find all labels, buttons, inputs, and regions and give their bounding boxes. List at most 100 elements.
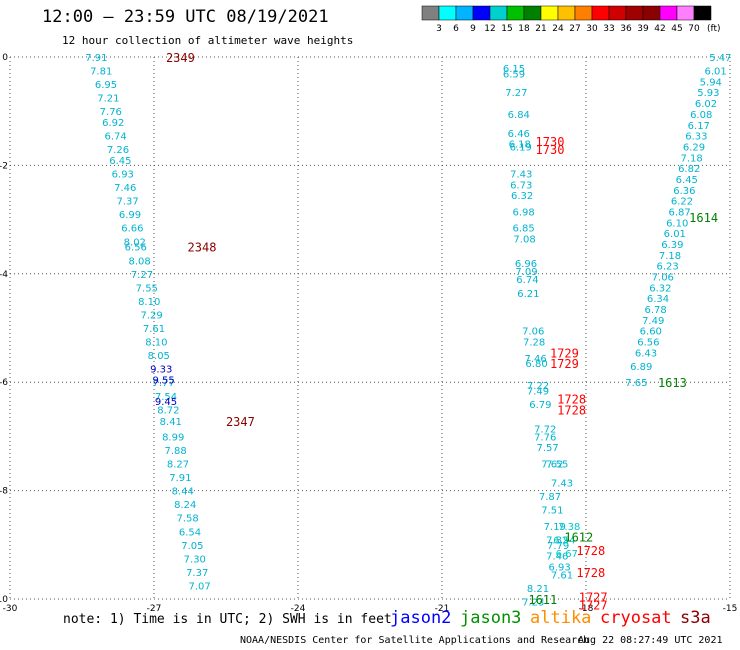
wave-height-value: 7.79 — [547, 541, 569, 552]
wave-height-value: 6.67 — [556, 549, 578, 560]
colorbar-unit: (ft) — [707, 24, 721, 34]
wave-height-value: 8.05 — [148, 351, 170, 362]
colorbar-swatch — [608, 5, 627, 21]
wave-height-value: 8.27 — [167, 460, 189, 471]
wave-height-value: 7.22 — [527, 381, 549, 392]
wave-height-value: 7.49 — [642, 316, 664, 327]
wave-height-value: 7.49 — [527, 386, 549, 397]
wave-height-value: 7.81 — [90, 67, 112, 78]
wave-height-value: 7.43 — [510, 170, 532, 181]
wave-height-value: 8.10 — [138, 297, 160, 308]
wave-height-value: 6.56 — [125, 243, 147, 254]
pass-time-label: 1612 — [564, 531, 593, 545]
pass-time-label: 2347 — [226, 415, 255, 429]
wave-height-value: 6.89 — [630, 362, 652, 373]
wave-height-value: 7.26 — [107, 145, 129, 156]
pass-time-label: 1727 — [579, 598, 608, 612]
colorbar-swatch — [421, 5, 440, 21]
colorbar-label: 45 — [671, 24, 682, 34]
wave-height-value: 6.82 — [678, 164, 700, 175]
wave-height-value: 6.54 — [179, 527, 201, 538]
pass-time-label: 1614 — [689, 211, 718, 225]
wave-height-value: 6.08 — [690, 110, 712, 121]
credit-text: NOAA/NESDIS Center for Satellite Applica… — [240, 635, 590, 646]
wave-height-value: 6.93 — [548, 562, 570, 573]
colorbar-label: 33 — [603, 24, 614, 34]
wave-height-value: 7.21 — [97, 94, 119, 105]
x-tick-label: -21 — [435, 604, 450, 614]
wave-height-value: 7.77 — [152, 378, 174, 389]
colorbar-swatch — [455, 5, 474, 21]
wave-height-value: 8.21 — [527, 584, 549, 595]
pass-time-label: 1728 — [576, 566, 605, 580]
wave-height-value: 7.07 — [188, 581, 210, 592]
wave-height-value: 7.65 — [625, 378, 647, 389]
wave-height-value: 7.82 — [546, 535, 568, 546]
wave-height-value: 7.23 — [522, 598, 544, 609]
wave-height-value: 7.19 — [544, 522, 566, 533]
wave-height-value: 9.55 — [152, 375, 174, 386]
wave-height-value: 6.45 — [109, 156, 131, 167]
wave-height-value: 6.19 — [510, 142, 532, 153]
wave-height-value: 6.32 — [511, 191, 533, 202]
wave-height-value: 6.98 — [512, 207, 534, 218]
wave-height-value: 7.55 — [136, 283, 158, 294]
pass-time-label: 1727 — [579, 590, 608, 604]
colorbar-label: 9 — [470, 24, 476, 34]
wave-height-value: 6.54 — [553, 535, 575, 546]
page-title: 12:00 – 23:59 UTC 08/19/2021 — [42, 7, 329, 27]
wave-height-value: 7.46 — [546, 552, 568, 563]
wave-height-value: 7.51 — [541, 506, 563, 517]
colorbar-swatch — [693, 5, 712, 21]
wave-height-value: 6.66 — [121, 224, 143, 235]
colorbar-label: 42 — [654, 24, 665, 34]
wave-height-value: 6.17 — [688, 121, 710, 132]
wave-height-value: 5.93 — [697, 88, 719, 99]
wave-height-value: 7.43 — [551, 478, 573, 489]
wave-height-value: 8.41 — [160, 417, 182, 428]
wave-height-value: 7.08 — [513, 235, 535, 246]
wave-height-value: 6.60 — [640, 327, 662, 338]
wave-height-value: 6.21 — [517, 289, 539, 300]
wave-height-value: 7.06 — [652, 273, 674, 284]
wave-height-value: 6.43 — [635, 348, 657, 359]
x-tick-label: -27 — [147, 604, 162, 614]
wave-height-value: 7.72 — [534, 424, 556, 435]
wave-height-value: 5.94 — [700, 77, 722, 88]
colorbar-label: 30 — [586, 24, 598, 34]
colorbar-swatch — [540, 5, 559, 21]
pass-time-label: 2348 — [188, 241, 217, 255]
colorbar-swatch — [625, 5, 644, 21]
colorbar-label: 12 — [484, 24, 495, 34]
colorbar-swatch — [659, 5, 678, 21]
wave-height-value: 7.91 — [169, 473, 191, 484]
wave-height-value: 9.33 — [150, 365, 172, 376]
timestamp-text: Aug 22 08:27:49 UTC 2021 — [578, 635, 723, 646]
x-tick-label: -30 — [3, 604, 18, 614]
satellite-cryosat: cryosat — [600, 608, 672, 628]
wave-height-value: 7.88 — [164, 446, 186, 457]
footer-note: note: 1) Time is in UTC; 2) SWH is in fe… — [63, 612, 392, 627]
pass-time-label: 1728 — [576, 544, 605, 558]
colorbar-swatch — [506, 5, 525, 21]
wave-height-value: 8.44 — [172, 487, 194, 498]
wave-height-value: 6.74 — [516, 275, 538, 286]
x-tick-label: -18 — [579, 604, 594, 614]
y-tick-label: -10 — [0, 595, 8, 605]
wave-height-value: 8.02 — [124, 237, 146, 248]
wave-height-value: 6.85 — [512, 224, 534, 235]
wave-height-value: 6.79 — [529, 400, 551, 411]
y-tick-label: -2 — [0, 161, 8, 171]
wave-height-value: 6.45 — [676, 175, 698, 186]
wave-height-value: 7.58 — [176, 514, 198, 525]
wave-height-value: 7.09 — [515, 267, 537, 278]
colorbar-label: 21 — [535, 24, 546, 34]
satellite-s3a: s3a — [680, 608, 711, 628]
colorbar-label: 6 — [453, 24, 459, 34]
colorbar-swatch — [472, 5, 491, 21]
wave-height-value: 7.76 — [534, 432, 556, 443]
wave-height-value: 6.87 — [668, 207, 690, 218]
wave-height-value: 6.92 — [102, 118, 124, 129]
wave-height-value: 7.29 — [140, 310, 162, 321]
satellite-altika: altika — [530, 608, 592, 628]
